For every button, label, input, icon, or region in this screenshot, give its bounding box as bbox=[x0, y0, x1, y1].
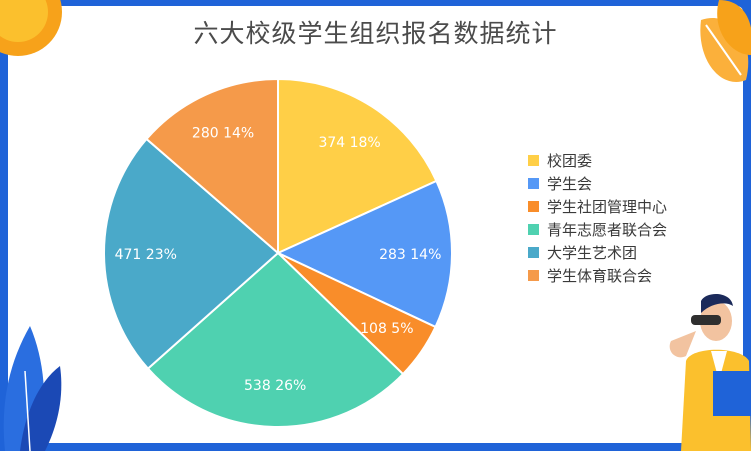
legend-label: 学生社团管理中心 bbox=[547, 198, 668, 216]
legend-item: 大学生艺术团 bbox=[528, 241, 667, 264]
leaf-decoration bbox=[700, 0, 751, 82]
legend-swatch bbox=[528, 178, 539, 189]
legend-item: 学生会 bbox=[528, 172, 667, 195]
person-illustration bbox=[669, 294, 751, 451]
legend-item: 学生社团管理中心 bbox=[528, 195, 667, 218]
plant-decoration bbox=[3, 326, 62, 451]
slice-label-6: 280 14% bbox=[192, 126, 254, 142]
legend-item: 青年志愿者联合会 bbox=[528, 218, 667, 241]
pie-slice-4 bbox=[146, 251, 405, 428]
legend-swatch bbox=[528, 247, 539, 258]
legend-label: 大学生艺术团 bbox=[547, 244, 638, 262]
legend-swatch bbox=[528, 155, 539, 166]
legend-label: 学生会 bbox=[547, 175, 593, 193]
legend-label: 校团委 bbox=[547, 152, 593, 170]
slice-label-2: 283 14% bbox=[379, 247, 441, 263]
pie-slice-2 bbox=[275, 179, 453, 329]
legend: 校团委学生会学生社团管理中心 青年志愿者联合会 大学生艺术团 学生体育联合会 bbox=[528, 149, 667, 287]
legend-item: 校团委 bbox=[528, 149, 667, 172]
slice-label-3: 108 5% bbox=[360, 321, 413, 337]
slice-label-1: 374 18% bbox=[318, 135, 380, 151]
legend-swatch bbox=[528, 201, 539, 212]
chart-title: 六大校级学生组织报名数据统计 bbox=[193, 19, 558, 48]
legend-label: 青年志愿者联合会 bbox=[547, 221, 668, 239]
slice-label-4: 538 26% bbox=[244, 378, 306, 394]
pie-slice-1 bbox=[277, 77, 438, 255]
sun-decoration bbox=[0, 0, 62, 56]
legend-swatch bbox=[528, 224, 539, 235]
pie-slice-6 bbox=[145, 77, 279, 256]
slice-label-5: 471 23% bbox=[115, 247, 177, 263]
legend-item: 学生体育联合会 bbox=[528, 264, 667, 287]
pie-slice-5 bbox=[103, 137, 280, 370]
legend-swatch bbox=[528, 270, 539, 281]
legend-label: 学生体育联合会 bbox=[547, 267, 653, 285]
